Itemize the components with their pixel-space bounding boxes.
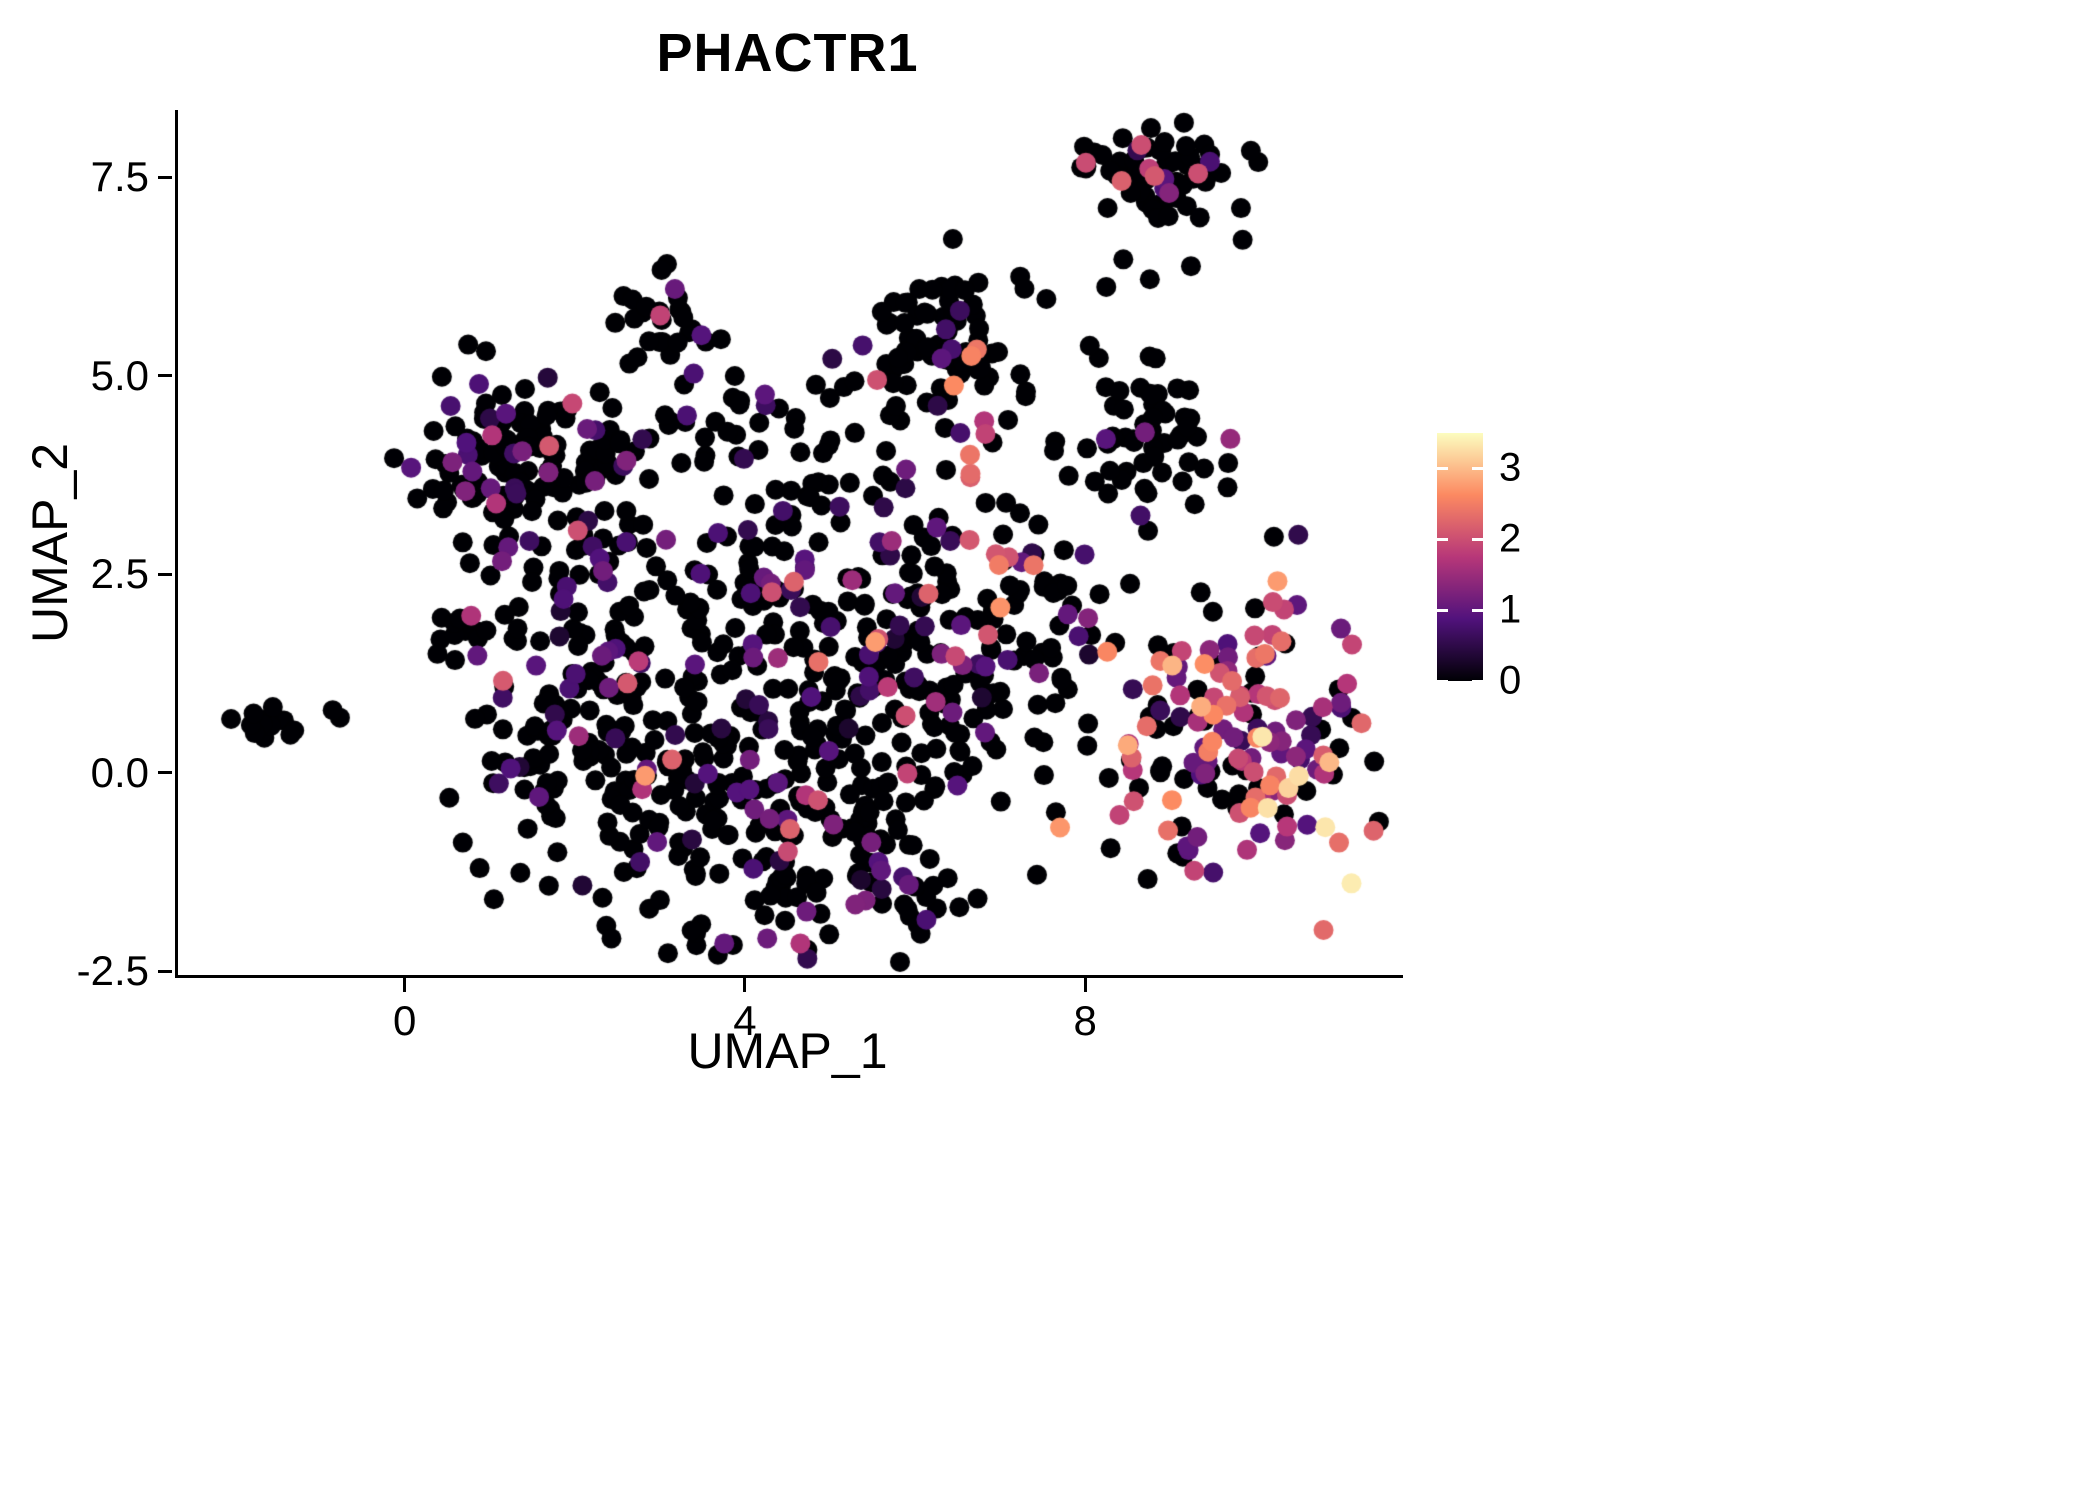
plot-title: PHACTR1	[656, 23, 919, 83]
colorbar-tick-mark	[1437, 466, 1448, 470]
y-tick-mark	[158, 374, 172, 378]
colorbar-tick-mark	[1472, 537, 1483, 541]
colorbar-tick-mark	[1472, 679, 1483, 683]
y-tick-label: 5.0	[90, 351, 149, 399]
colorbar-tick-mark	[1437, 537, 1448, 541]
x-tick-mark	[1083, 978, 1087, 992]
x-tick-label: 8	[1073, 997, 1097, 1044]
y-tick-mark	[158, 572, 172, 576]
y-tick-label: -2.5	[76, 947, 149, 995]
colorbar-tick-label: 1	[1499, 587, 1522, 632]
colorbar-tick-mark	[1472, 608, 1483, 612]
scatter-points-canvas	[178, 110, 1403, 975]
y-tick-mark	[158, 771, 172, 775]
y-tick-mark	[158, 969, 172, 973]
x-tick-mark	[403, 978, 407, 992]
colorbar-tick-mark	[1437, 608, 1448, 612]
colorbar	[1437, 433, 1483, 683]
colorbar-tick-mark	[1472, 466, 1483, 470]
x-axis-label: UMAP_1	[687, 1023, 888, 1079]
colorbar-tick-mark	[1437, 679, 1448, 683]
y-tick-label: 2.5	[90, 550, 149, 598]
y-tick-label: 7.5	[90, 153, 149, 201]
y-tick-label: 0.0	[90, 748, 149, 796]
y-tick-mark	[158, 175, 172, 179]
colorbar-tick-label: 2	[1499, 516, 1522, 561]
colorbar-tick-label: 0	[1499, 658, 1522, 703]
colorbar-tick-label: 3	[1499, 445, 1522, 490]
plot-panel	[175, 110, 1403, 978]
y-axis-label: UMAP_2	[22, 442, 78, 643]
x-tick-label: 0	[393, 997, 417, 1044]
x-tick-label: 4	[733, 997, 757, 1044]
x-tick-mark	[743, 978, 747, 992]
